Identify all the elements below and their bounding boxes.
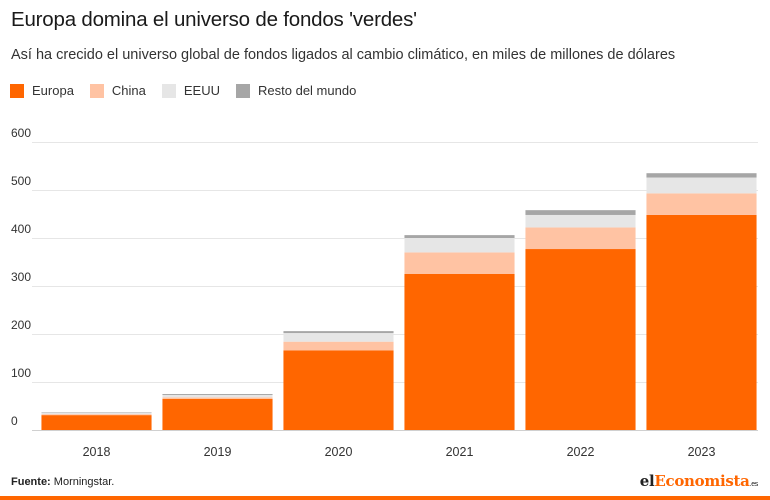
- legend-label-europa: Europa: [32, 83, 74, 98]
- legend-swatch-china: [89, 83, 104, 98]
- x-tick-label: 2022: [567, 445, 595, 459]
- bottom-rule: [0, 496, 770, 500]
- bar-segment-china: [404, 252, 515, 274]
- legend-swatch-eeuu: [161, 83, 176, 98]
- bar-segment-resto-del-mundo: [162, 394, 273, 395]
- x-tick-label: 2018: [83, 445, 111, 459]
- bar-segment-eeuu: [41, 412, 152, 415]
- source-label: Fuente:: [11, 476, 51, 488]
- bar-segment-europa: [41, 415, 152, 430]
- bar-segment-europa: [283, 350, 394, 430]
- legend-label-resto: Resto del mundo: [258, 83, 357, 98]
- y-tick-label: 600: [11, 126, 31, 140]
- bar-segment-eeuu: [525, 214, 636, 228]
- legend-swatch-resto: [236, 83, 251, 98]
- x-tick-label: 2023: [688, 445, 716, 459]
- legend-swatch-europa: [10, 83, 24, 98]
- bar-segment-europa: [646, 214, 757, 430]
- bar-segment-eeuu: [162, 394, 273, 398]
- bar-segment-europa: [404, 274, 515, 430]
- bar-segment-china: [283, 341, 394, 351]
- bar-segment-resto-del-mundo: [646, 173, 757, 178]
- legend-label-eeuu: EEUU: [183, 83, 221, 98]
- legend-item-eeuu: EEUU: [161, 83, 221, 98]
- bar-segment-resto-del-mundo: [404, 235, 515, 238]
- legend-item-resto: Resto del mundo: [236, 83, 356, 98]
- x-tick-label: 2020: [325, 445, 353, 459]
- legend-item-china: China: [89, 83, 146, 98]
- bar-segment-eeuu: [404, 238, 515, 253]
- source-note: Fuente: Morningstar.: [11, 476, 114, 488]
- bar-segment-china: [41, 414, 152, 416]
- legend-item-europa: Europa: [10, 83, 74, 98]
- x-tick-label: 2021: [446, 445, 474, 459]
- brand-prefix: el: [639, 472, 655, 490]
- bar-segment-china: [162, 397, 273, 399]
- y-tick-label: 300: [11, 270, 31, 284]
- y-tick-label: 400: [11, 222, 31, 236]
- chart-subtitle: Así ha crecido el universo global de fon…: [11, 47, 676, 63]
- bar-segment-china: [646, 193, 757, 215]
- source-text: Morningstar.: [50, 476, 115, 488]
- legend-label-china: China: [111, 83, 146, 98]
- legend: Europa China EEUU Resto del mundo: [10, 83, 372, 98]
- y-tick-label: 200: [11, 318, 31, 332]
- bar-segment-eeuu: [283, 333, 394, 342]
- y-tick-label: 500: [11, 174, 31, 188]
- bar-segment-eeuu: [646, 177, 757, 194]
- x-tick-label: 2019: [204, 445, 232, 459]
- bar-segment-resto-del-mundo: [283, 331, 394, 334]
- y-tick-label: 100: [11, 366, 31, 380]
- brand-accent: Economista: [654, 472, 750, 490]
- y-tick-label: 0: [11, 414, 18, 428]
- brand-suffix: .es: [749, 481, 759, 488]
- brand-logo: elEconomista.es: [639, 472, 759, 490]
- bar-segment-europa: [525, 249, 636, 430]
- bar-segment-resto-del-mundo: [525, 210, 636, 215]
- stacked-bar-chart: 0 100 200 300 400 500 600 2018 2019 2020 2021 2022 2…: [11, 126, 758, 459]
- bar-segment-europa: [162, 398, 273, 430]
- bar-segment-china: [525, 227, 636, 250]
- chart-title: Europa domina el universo de fondos 'ver…: [11, 8, 417, 31]
